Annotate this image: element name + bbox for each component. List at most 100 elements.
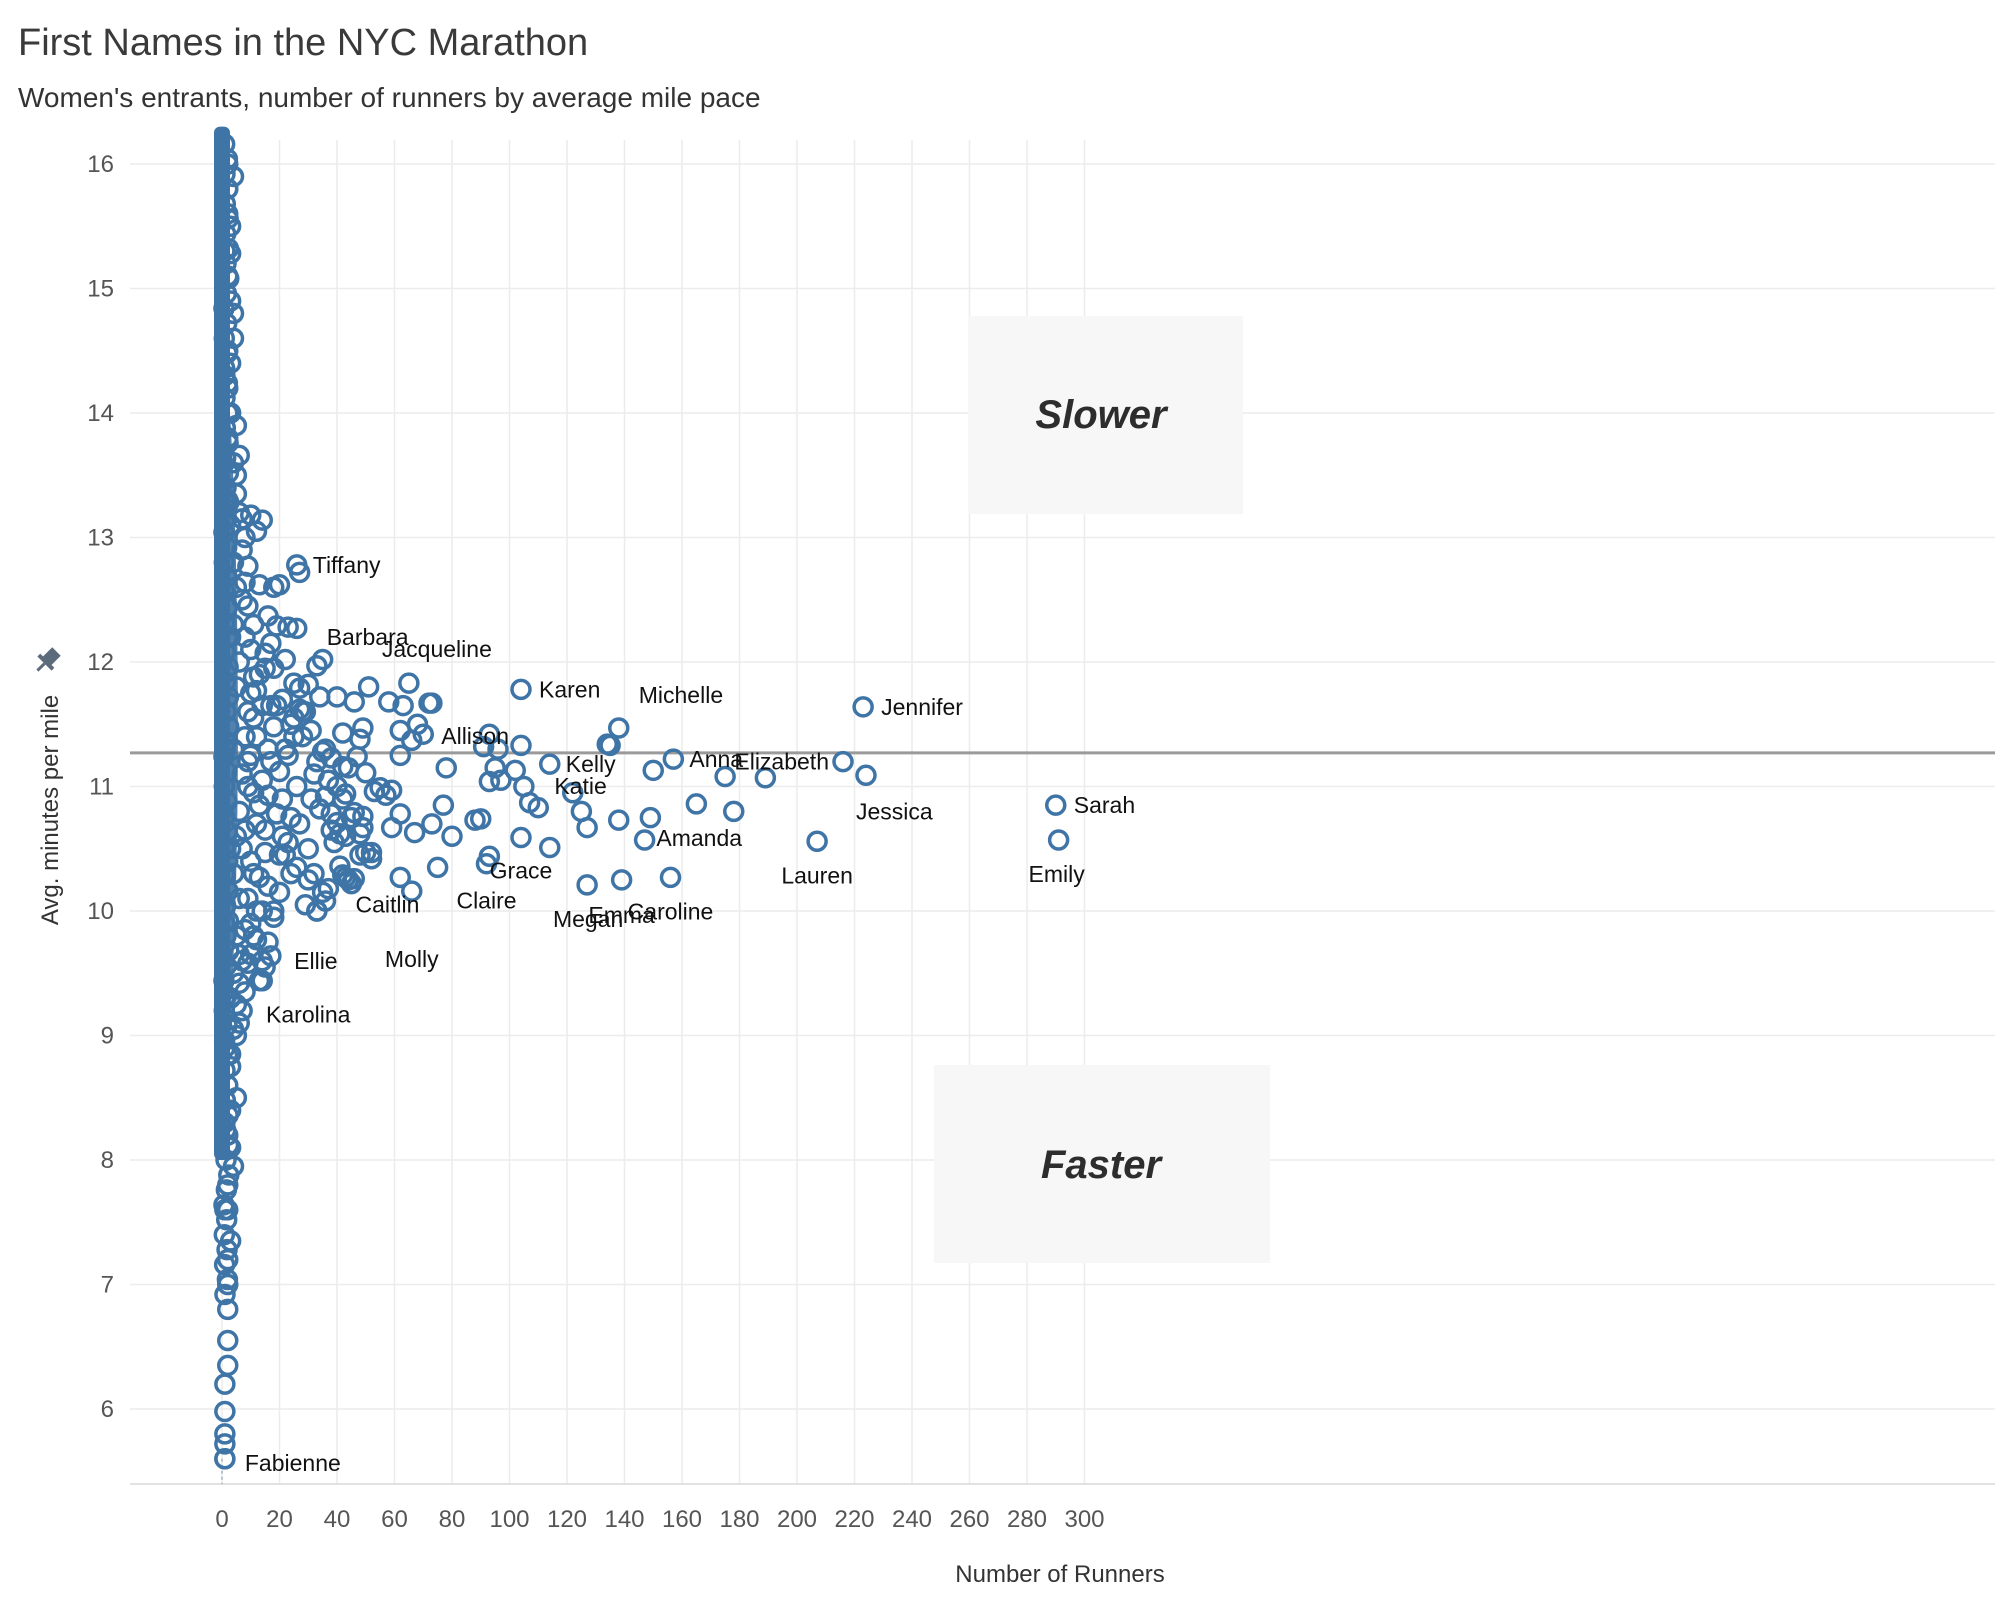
data-point (288, 677, 311, 699)
data-point (271, 688, 294, 711)
data-point (343, 867, 365, 890)
data-point (214, 489, 236, 511)
x-tick-label: 100 (489, 1506, 529, 1533)
data-point-karen (510, 678, 532, 701)
y-tick-labels: 6 7 8 9 10 11 12 13 14 15 16 (87, 151, 114, 1423)
dense-point (213, 133, 236, 155)
data-point (441, 825, 463, 848)
data-point-elizabeth (832, 750, 854, 773)
data-point (214, 912, 236, 935)
zone-boxes: Slower Faster (934, 316, 1270, 1263)
data-point (219, 1055, 242, 1078)
data-point-kelly (539, 753, 561, 775)
data-point (225, 825, 248, 848)
x-tick-label: 120 (547, 1506, 587, 1533)
data-point (472, 735, 495, 758)
point-label-jennifer: Jennifer (881, 694, 963, 720)
point-label-michelle: Michelle (639, 682, 723, 708)
point-label-caitlin: Caitlin (356, 892, 420, 918)
data-point (274, 738, 296, 760)
point-label-molly: Molly (385, 946, 439, 972)
data-point (263, 576, 285, 599)
dense-point (214, 1283, 236, 1306)
data-point-barbara (357, 676, 380, 698)
data-point (378, 691, 400, 713)
data-point (228, 887, 250, 910)
data-point (576, 816, 598, 839)
data-point (320, 819, 342, 841)
data-point (277, 616, 299, 638)
data-point (225, 993, 248, 1016)
data-point (214, 240, 236, 262)
x-tick-label: 60 (381, 1506, 408, 1533)
point-label-grace: Grace (490, 858, 553, 884)
y-tick-label: 6 (101, 1396, 114, 1423)
data-point (228, 943, 250, 966)
y-tick-label: 7 (101, 1272, 114, 1299)
pin-icon[interactable] (30, 644, 63, 677)
data-point (254, 657, 276, 679)
x-axis-title: Number of Runners (955, 1561, 1164, 1588)
data-point (332, 722, 354, 744)
data-point-michelle (608, 717, 630, 739)
dense-point (217, 850, 239, 872)
zone-label-faster: Faster (1041, 1143, 1163, 1187)
x-tick-label: 280 (1007, 1506, 1047, 1533)
data-point (214, 987, 236, 1009)
data-point (478, 723, 501, 745)
data-point (562, 781, 584, 804)
data-point (286, 775, 308, 798)
point-label-emma: Emma (588, 902, 655, 928)
data-point (435, 757, 457, 779)
y-tick-label: 8 (101, 1147, 114, 1174)
data-point-jessica (855, 764, 877, 787)
zone-box (968, 316, 1243, 514)
data-point (248, 663, 271, 686)
point-label-sarah: Sarah (1074, 792, 1135, 818)
data-point (596, 733, 618, 755)
y-axis-title: Avg. minutes per mile (37, 695, 64, 925)
data-point (260, 632, 282, 655)
data-point (268, 844, 291, 866)
data-point (214, 862, 236, 885)
dense-point (217, 656, 239, 678)
data-point (217, 265, 239, 287)
dense-point (214, 193, 237, 215)
point-label-barbara: Barbara (327, 624, 409, 650)
point-label-lauren: Lauren (781, 862, 853, 888)
y-tick-label: 12 (87, 649, 114, 676)
data-point (214, 613, 236, 636)
data-point (245, 725, 268, 748)
data-point (504, 759, 526, 782)
point-label-anna: Anna (689, 746, 743, 772)
data-point (389, 719, 411, 742)
data-point (286, 617, 308, 640)
dense-point (217, 1134, 240, 1156)
chart-title: First Names in the NYC Marathon (18, 22, 589, 64)
data-point (714, 765, 736, 788)
y-tick-label: 10 (87, 898, 114, 925)
dense-point (213, 327, 236, 350)
dense-point (218, 715, 240, 738)
data-point-emily (1047, 829, 1070, 851)
x-tick-label: 300 (1064, 1506, 1104, 1533)
data-point (294, 894, 317, 916)
data-point (432, 794, 455, 816)
x-tick-label: 260 (949, 1506, 989, 1533)
data-point (219, 402, 242, 424)
data-point (470, 808, 492, 830)
data-point (217, 178, 239, 200)
data-point (251, 509, 273, 531)
x-tick-label: 240 (892, 1506, 932, 1533)
zone-label-slower: Slower (1035, 393, 1169, 437)
point-label-emily: Emily (1029, 861, 1086, 887)
data-point (222, 1018, 245, 1041)
data-point-karolina (251, 969, 273, 992)
data-point (222, 613, 245, 636)
data-point (251, 950, 273, 972)
data-point (306, 654, 328, 677)
data-point (217, 1174, 239, 1196)
data-point (490, 769, 512, 792)
